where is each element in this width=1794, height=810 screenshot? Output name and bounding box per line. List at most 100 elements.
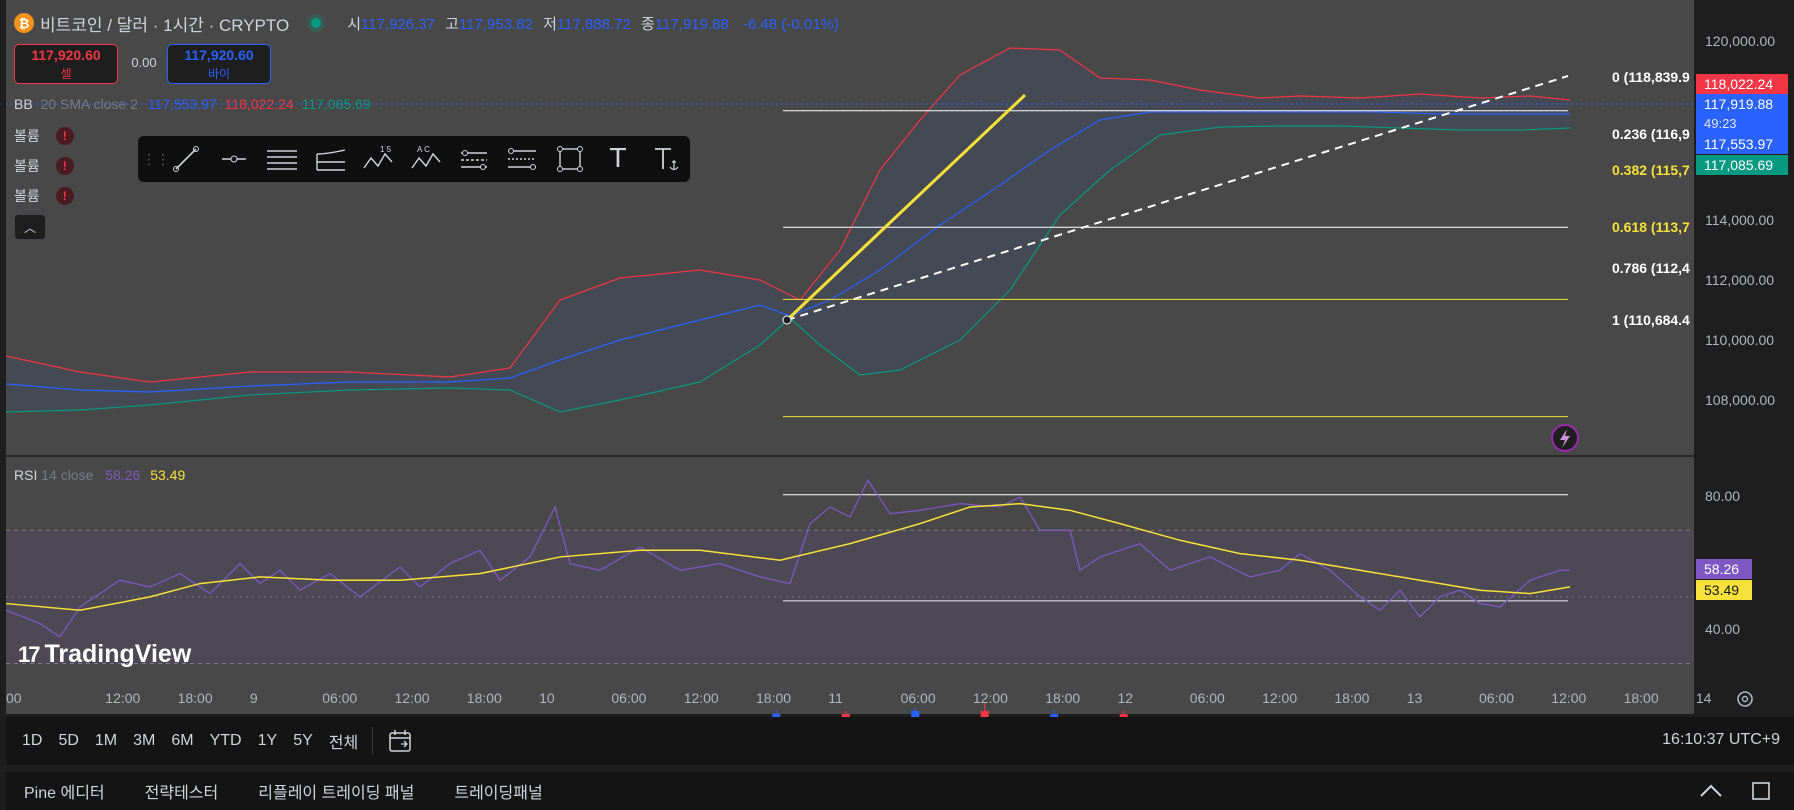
- time-axis-label: 18:00: [466, 690, 502, 706]
- error-icon[interactable]: !: [55, 127, 74, 145]
- xabcd-pattern-icon: 1 5: [363, 145, 393, 169]
- time-axis-label: 06:00: [900, 690, 936, 706]
- chevron-up-icon: ︿: [23, 220, 36, 235]
- time-axis-label: 18:00: [756, 690, 792, 706]
- tab-pine-editor[interactable]: Pine 에디터: [24, 785, 105, 802]
- rsi-pane-background: [6, 457, 1694, 714]
- time-axis-label: 06:00: [611, 690, 647, 706]
- maximize-panel-icon[interactable]: [1750, 780, 1772, 807]
- pitchfork-tool[interactable]: [306, 136, 354, 182]
- range-ytd[interactable]: YTD: [209, 732, 242, 749]
- horizontal-ray-tool[interactable]: [210, 136, 258, 182]
- time-axis-label: 11: [828, 690, 843, 706]
- error-icon[interactable]: !: [55, 157, 74, 175]
- rectangle-tool[interactable]: [546, 136, 594, 182]
- buy-button[interactable]: 117,920.60 바이: [167, 44, 271, 84]
- collapse-legend-button[interactable]: ︿: [14, 214, 46, 240]
- abcd-pattern-icon: A C: [411, 145, 441, 169]
- long-position-tool[interactable]: [450, 136, 498, 182]
- divider: [372, 727, 374, 755]
- high-value: 117,953.82: [458, 15, 533, 33]
- tab-trading-panel[interactable]: 트레이딩패널: [454, 785, 543, 802]
- bb-upper-value: 118,022.24: [224, 96, 294, 112]
- volume-label: 볼륨: [14, 128, 40, 144]
- sell-button[interactable]: 117,920.60 셀: [14, 44, 118, 84]
- tradingview-logo[interactable]: 17 TradingView: [18, 640, 191, 669]
- rsi-legend[interactable]: RSI 14 close 58.26 53.49: [14, 467, 185, 483]
- bb-upper-line: [5, 47, 1571, 383]
- text-tool[interactable]: T: [594, 136, 642, 182]
- time-axis-label: 14: [1695, 690, 1712, 706]
- chart-settings-gear-icon[interactable]: [1734, 688, 1756, 710]
- tab-strategy-tester[interactable]: 전략테스터: [144, 785, 219, 802]
- range-toolbar: 1D 5D 1M 3M 6M YTD 1Y 5Y 전체 16:10:37 UTC…: [6, 717, 1794, 765]
- bb-title: BB: [14, 96, 33, 112]
- rsi-ma-value: 53.49: [150, 467, 186, 483]
- low-key: 저: [543, 15, 557, 33]
- bb-legend[interactable]: BB 20 SMA close 2 117,553.97 118,022.24 …: [14, 96, 371, 112]
- close-value: 117,919.88: [654, 15, 729, 33]
- drag-handle-icon[interactable]: ⋮⋮: [142, 150, 170, 167]
- bar-countdown: 49:23: [1704, 116, 1737, 131]
- anchored-text-tool[interactable]: [642, 136, 690, 182]
- fib-level-label: 0 (118,839.9: [1612, 69, 1690, 85]
- candle-body: [841, 713, 850, 718]
- fib-level-label: 0.618 (113,7: [1612, 219, 1690, 235]
- ohlc-readout: 시117,926.37 고117,953.82 저117,888.72 종117…: [341, 13, 839, 34]
- error-icon[interactable]: !: [55, 187, 74, 205]
- rsi-value: 58.26: [105, 467, 141, 483]
- bb-upper-price-tag: 118,022.24: [1696, 74, 1788, 94]
- bb-params: 20 SMA close 2: [40, 96, 138, 112]
- buy-price: 117,920.60: [184, 46, 254, 63]
- rsi-band: [6, 530, 1694, 664]
- rsi-ma-line: [5, 502, 1571, 611]
- abcd-pattern-tool[interactable]: A C: [402, 136, 450, 182]
- range-1m[interactable]: 1M: [94, 732, 118, 749]
- fib-level-label: 1 (110,684.4: [1612, 312, 1690, 328]
- bottom-panel-tabs: Pine 에디터 전략테스터 리플레이 트레이딩 패널 트레이딩패널: [6, 772, 1794, 810]
- tradingview-logo-icon: 17: [18, 641, 41, 667]
- long-position-icon: [461, 150, 487, 170]
- volume-indicator-row[interactable]: 볼륨 !: [14, 186, 74, 206]
- fib-level-label: 0.786 (112,4: [1612, 260, 1690, 276]
- fib-retracement-tool[interactable]: [498, 136, 546, 182]
- chevron-up-icon[interactable]: [1698, 780, 1724, 807]
- bb-basis-value: 117,553.97: [147, 96, 217, 112]
- candle-body: [911, 710, 920, 718]
- timezone-clock[interactable]: 16:10:37 UTC+9: [1662, 731, 1780, 748]
- change-value: -6.48 (-0.01%): [743, 15, 839, 33]
- range-5y[interactable]: 5Y: [293, 732, 313, 749]
- sell-price: 117,920.60: [31, 46, 101, 63]
- range-6m[interactable]: 6M: [171, 732, 194, 749]
- range-3m[interactable]: 3M: [133, 732, 156, 749]
- range-5d[interactable]: 5D: [58, 732, 79, 749]
- xabcd-pattern-tool[interactable]: 1 5: [354, 136, 402, 182]
- range-1d[interactable]: 1D: [22, 732, 43, 749]
- volume-indicator-row[interactable]: 볼륨 !: [14, 156, 74, 176]
- close-key: 종: [641, 15, 655, 33]
- time-axis-label: 06:00: [1479, 690, 1515, 706]
- price-axis-label: 114,000.00: [1705, 212, 1775, 228]
- time-axis-label: 13: [1406, 690, 1423, 706]
- time-axis-label: 9: [249, 690, 258, 706]
- time-axis-label: 10: [539, 690, 555, 706]
- tab-replay-trading-panel[interactable]: 리플레이 트레이딩 패널: [258, 785, 415, 802]
- drawing-toolbar: ⋮⋮ 1 5 A C T: [138, 136, 690, 182]
- high-key: 고: [445, 15, 459, 33]
- go-to-date-calendar-icon[interactable]: [387, 728, 413, 754]
- volume-indicator-row[interactable]: 볼륨 !: [14, 126, 74, 146]
- bb-lower-value: 117,085.69: [301, 96, 371, 112]
- time-axis-label: 12:00: [105, 690, 141, 706]
- range-1y[interactable]: 1Y: [257, 732, 278, 749]
- symbol-header: ₿ 비트코인 / 달러 · 1시간 · CRYPTO 시117,926.37 고…: [14, 12, 839, 35]
- time-axis-label: 00: [6, 690, 22, 706]
- trend-line-anchor: [782, 315, 792, 325]
- parallel-channel-tool[interactable]: [258, 136, 306, 182]
- trend-line-tool[interactable]: [162, 136, 210, 182]
- tradingview-logo-text: TradingView: [44, 640, 192, 668]
- symbol-title[interactable]: 비트코인 / 달러 · 1시간 · CRYPTO: [40, 15, 290, 35]
- range-all[interactable]: 전체: [328, 735, 359, 752]
- svg-text:1 5: 1 5: [380, 145, 392, 154]
- time-axis-label: 06:00: [1189, 690, 1225, 706]
